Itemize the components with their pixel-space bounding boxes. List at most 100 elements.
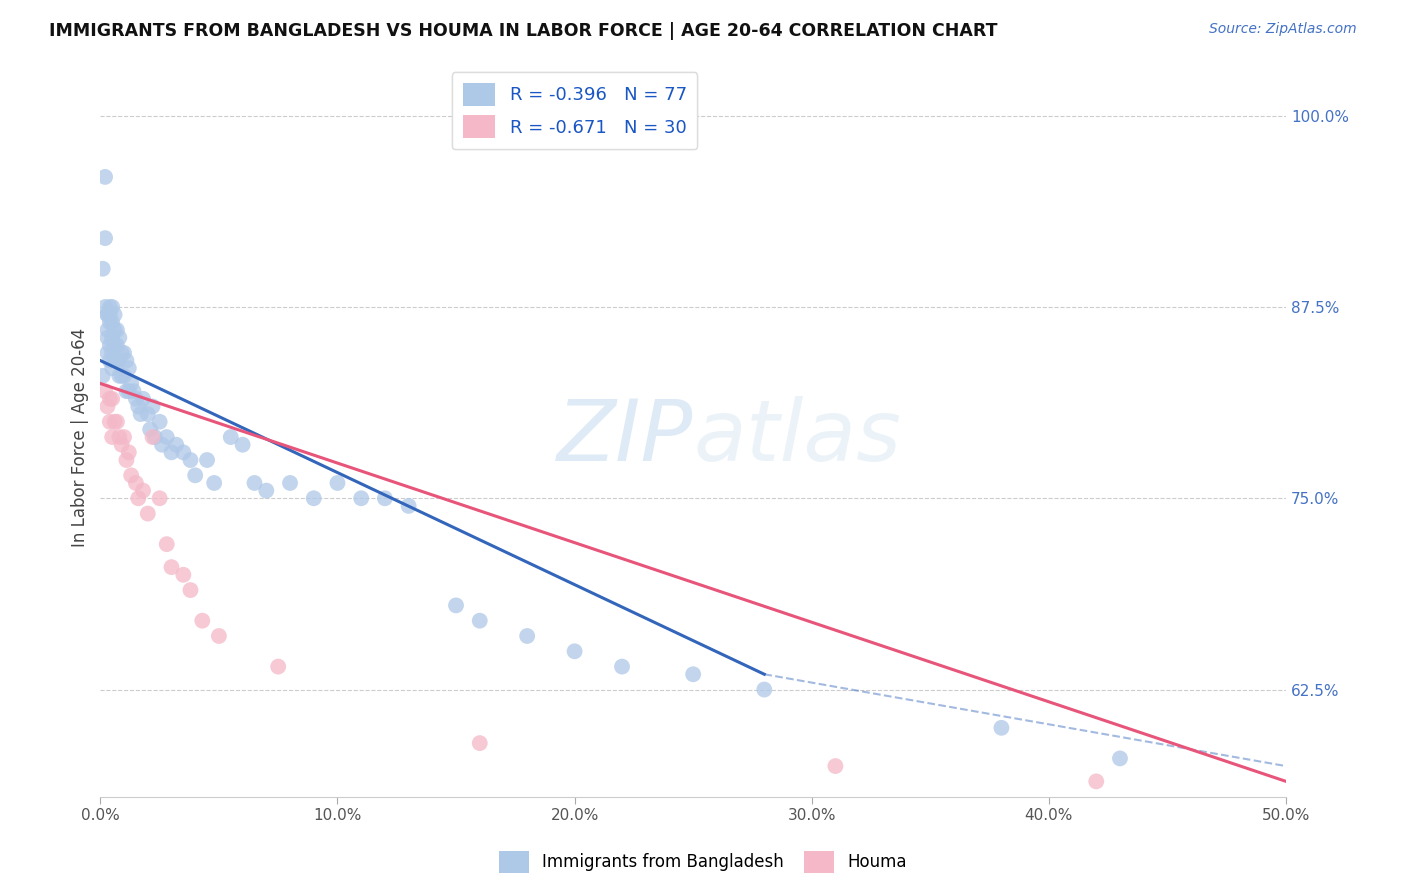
Point bbox=[219, 430, 242, 444]
Point bbox=[94, 231, 117, 245]
Point bbox=[824, 759, 846, 773]
Point bbox=[105, 338, 128, 352]
Point bbox=[98, 315, 121, 329]
Point bbox=[136, 407, 159, 421]
Point bbox=[115, 453, 138, 467]
Point bbox=[682, 667, 704, 681]
Point bbox=[302, 491, 325, 506]
Point bbox=[1109, 751, 1132, 765]
Text: IMMIGRANTS FROM BANGLADESH VS HOUMA IN LABOR FORCE | AGE 20-64 CORRELATION CHART: IMMIGRANTS FROM BANGLADESH VS HOUMA IN L… bbox=[49, 22, 998, 40]
Point bbox=[96, 330, 118, 344]
Point bbox=[103, 415, 125, 429]
Point bbox=[115, 384, 138, 399]
Point bbox=[101, 315, 124, 329]
Point bbox=[94, 169, 117, 184]
Point bbox=[160, 445, 183, 459]
Point bbox=[96, 308, 118, 322]
Point bbox=[191, 614, 214, 628]
Text: ZIP: ZIP bbox=[557, 395, 693, 478]
Point bbox=[98, 415, 121, 429]
Point bbox=[115, 353, 138, 368]
Point bbox=[564, 644, 586, 658]
Point bbox=[101, 300, 124, 314]
Point bbox=[122, 384, 145, 399]
Point bbox=[118, 445, 141, 459]
Point bbox=[96, 323, 118, 337]
Point bbox=[232, 438, 254, 452]
Point bbox=[254, 483, 277, 498]
Point bbox=[91, 261, 114, 276]
Point bbox=[179, 453, 201, 467]
Point bbox=[120, 468, 142, 483]
Point bbox=[108, 353, 131, 368]
Point bbox=[149, 491, 172, 506]
Y-axis label: In Labor Force | Age 20-64: In Labor Force | Age 20-64 bbox=[72, 327, 89, 547]
Point bbox=[610, 659, 633, 673]
Point bbox=[101, 346, 124, 360]
Point bbox=[143, 430, 166, 444]
Point bbox=[136, 507, 159, 521]
Point bbox=[103, 308, 125, 322]
Point bbox=[195, 453, 218, 467]
Point bbox=[149, 415, 172, 429]
Point bbox=[516, 629, 538, 643]
Point bbox=[94, 384, 117, 399]
Point bbox=[98, 353, 121, 368]
Point bbox=[103, 353, 125, 368]
Point bbox=[398, 499, 420, 513]
Point bbox=[172, 445, 194, 459]
Point bbox=[98, 338, 121, 352]
Point bbox=[132, 483, 155, 498]
Point bbox=[91, 368, 114, 383]
Point bbox=[444, 599, 467, 613]
Point bbox=[374, 491, 396, 506]
Point bbox=[160, 560, 183, 574]
Point bbox=[111, 368, 134, 383]
Point bbox=[141, 430, 163, 444]
Point bbox=[103, 338, 125, 352]
Point bbox=[96, 346, 118, 360]
Point bbox=[127, 491, 149, 506]
Point bbox=[754, 682, 776, 697]
Legend: Immigrants from Bangladesh, Houma: Immigrants from Bangladesh, Houma bbox=[492, 845, 914, 880]
Point bbox=[101, 392, 124, 406]
Point bbox=[350, 491, 373, 506]
Point bbox=[101, 430, 124, 444]
Point bbox=[202, 475, 225, 490]
Point bbox=[990, 721, 1012, 735]
Point bbox=[118, 361, 141, 376]
Point bbox=[1085, 774, 1108, 789]
Point bbox=[156, 537, 179, 551]
Point bbox=[127, 400, 149, 414]
Point bbox=[156, 430, 179, 444]
Point bbox=[125, 392, 148, 406]
Point bbox=[94, 300, 117, 314]
Point bbox=[132, 392, 155, 406]
Point bbox=[139, 422, 162, 436]
Point bbox=[108, 330, 131, 344]
Point bbox=[326, 475, 349, 490]
Point bbox=[468, 614, 491, 628]
Point bbox=[172, 567, 194, 582]
Text: atlas: atlas bbox=[693, 395, 901, 478]
Point bbox=[96, 308, 118, 322]
Legend: R = -0.396   N = 77, R = -0.671   N = 30: R = -0.396 N = 77, R = -0.671 N = 30 bbox=[451, 72, 697, 149]
Point bbox=[105, 353, 128, 368]
Point bbox=[208, 629, 231, 643]
Point bbox=[129, 407, 152, 421]
Point bbox=[98, 392, 121, 406]
Point bbox=[184, 468, 207, 483]
Point bbox=[278, 475, 301, 490]
Point bbox=[101, 330, 124, 344]
Point bbox=[120, 376, 142, 391]
Point bbox=[150, 438, 173, 452]
Point bbox=[112, 368, 135, 383]
Point bbox=[125, 475, 148, 490]
Point bbox=[98, 308, 121, 322]
Point bbox=[112, 346, 135, 360]
Text: Source: ZipAtlas.com: Source: ZipAtlas.com bbox=[1209, 22, 1357, 37]
Point bbox=[468, 736, 491, 750]
Point bbox=[165, 438, 187, 452]
Point bbox=[111, 346, 134, 360]
Point bbox=[98, 300, 121, 314]
